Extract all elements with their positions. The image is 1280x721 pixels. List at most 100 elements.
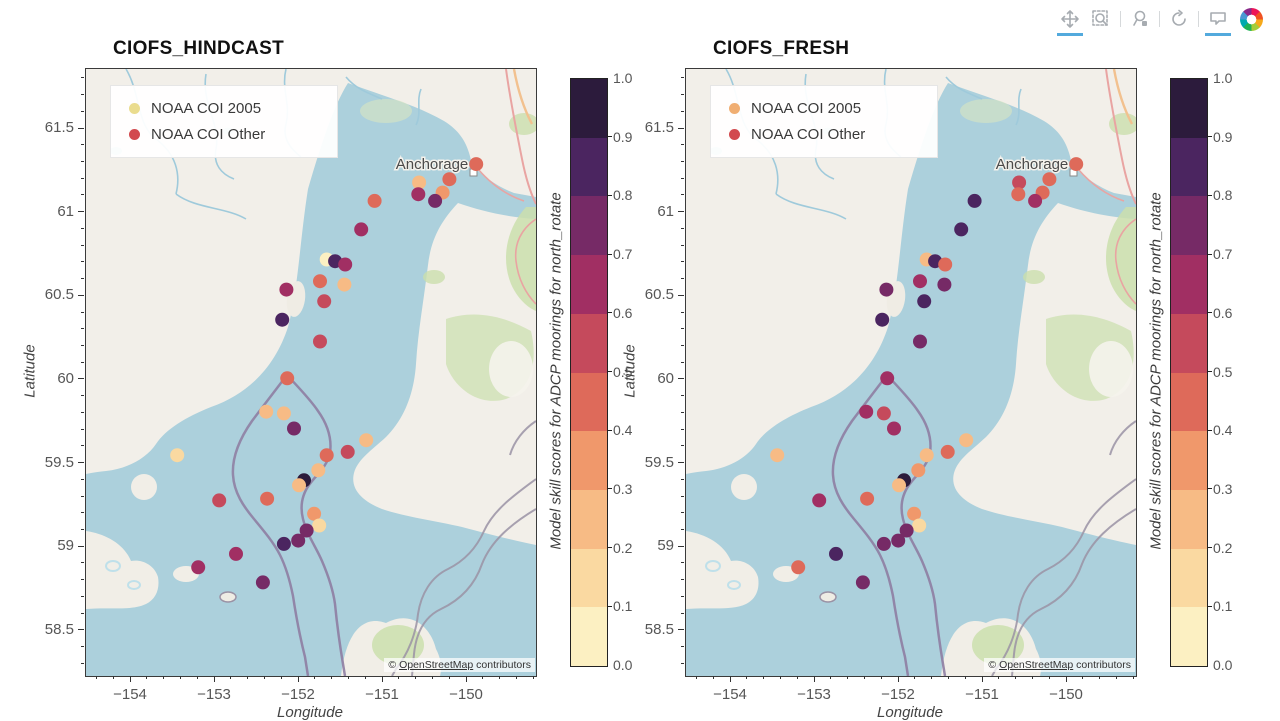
- mooring-point[interactable]: [442, 172, 457, 187]
- mooring-point[interactable]: [212, 493, 227, 508]
- mooring-point[interactable]: [319, 448, 334, 463]
- mooring-point[interactable]: [1042, 172, 1057, 187]
- colorbar-gradient: [570, 78, 608, 667]
- mooring-point[interactable]: [367, 193, 382, 208]
- mooring-point[interactable]: [812, 493, 827, 508]
- mooring-point[interactable]: [279, 282, 294, 297]
- legend-marker-2005-icon: [729, 102, 740, 114]
- save-pin-icon: [1133, 10, 1147, 26]
- mooring-point[interactable]: [940, 444, 955, 459]
- osm-link[interactable]: OpenStreetMap: [999, 659, 1074, 671]
- mooring-point[interactable]: [317, 294, 332, 309]
- mooring-point[interactable]: [859, 404, 874, 419]
- mooring-point[interactable]: [938, 257, 953, 272]
- basemap: Anchorage: [86, 69, 536, 676]
- box-zoom-tool-button[interactable]: [1089, 7, 1113, 31]
- mooring-point[interactable]: [855, 575, 870, 590]
- mooring-point[interactable]: [880, 371, 895, 386]
- mooring-point[interactable]: [899, 523, 914, 538]
- mooring-point[interactable]: [1011, 187, 1026, 202]
- toolbar-separator: [1159, 11, 1160, 27]
- mooring-point[interactable]: [907, 506, 922, 521]
- map-canvas[interactable]: Anchorage NOAA COI 2005 NOAA COI Other ©…: [685, 68, 1137, 677]
- mooring-point[interactable]: [312, 518, 327, 533]
- mooring-point[interactable]: [411, 187, 426, 202]
- mooring-point[interactable]: [875, 312, 890, 327]
- mooring-point[interactable]: [1012, 175, 1027, 190]
- mooring-point[interactable]: [276, 406, 291, 421]
- mooring-point[interactable]: [313, 334, 327, 349]
- mooring-point[interactable]: [259, 404, 274, 419]
- legend-marker-2005-icon: [129, 102, 140, 114]
- legend: NOAA COI 2005 NOAA COI Other: [110, 85, 338, 158]
- mooring-point[interactable]: [291, 533, 306, 548]
- plot-hindcast: CIOFS_HINDCAST Latitude Longitude Anchor…: [21, 38, 633, 721]
- mooring-point[interactable]: [876, 406, 891, 421]
- colorbar-gradient: [1170, 78, 1208, 667]
- mooring-point[interactable]: [887, 421, 901, 436]
- hover-icon: [1210, 12, 1226, 25]
- plot-title: CIOFS_FRESH: [713, 38, 850, 59]
- mooring-point[interactable]: [299, 523, 314, 538]
- attribution-suffix: contributors: [473, 659, 531, 671]
- mooring-point[interactable]: [229, 546, 243, 561]
- mooring-point[interactable]: [919, 448, 934, 463]
- mooring-point[interactable]: [829, 546, 843, 561]
- mooring-point[interactable]: [876, 536, 891, 551]
- mooring-point[interactable]: [191, 560, 206, 575]
- mooring-point[interactable]: [967, 193, 982, 208]
- mooring-point[interactable]: [287, 421, 301, 436]
- basemap: Anchorage: [686, 69, 1136, 676]
- mooring-point[interactable]: [275, 312, 290, 327]
- mooring-point[interactable]: [276, 536, 291, 551]
- mooring-point[interactable]: [860, 491, 875, 506]
- mooring-point[interactable]: [340, 444, 355, 459]
- mooring-point[interactable]: [170, 448, 185, 463]
- map-attribution: © OpenStreetMap contributors: [984, 658, 1135, 672]
- map-canvas[interactable]: Anchorage NOAA COI 2005 NOAA COI Other ©…: [85, 68, 537, 677]
- mooring-point[interactable]: [1028, 193, 1043, 208]
- hover-tool-button[interactable]: [1205, 7, 1231, 36]
- mooring-point[interactable]: [292, 478, 306, 493]
- mooring-point[interactable]: [770, 448, 785, 463]
- mooring-point[interactable]: [917, 294, 932, 309]
- legend-label: NOAA COI 2005: [751, 99, 862, 117]
- legend-item-2005: NOAA COI 2005: [723, 95, 925, 121]
- mooring-point[interactable]: [913, 334, 927, 349]
- attribution-prefix: ©: [388, 659, 400, 671]
- mooring-point[interactable]: [280, 371, 295, 386]
- mooring-point[interactable]: [412, 175, 427, 190]
- mooring-point[interactable]: [891, 533, 906, 548]
- bokeh-logo-icon[interactable]: [1240, 7, 1263, 31]
- mooring-point[interactable]: [1069, 157, 1084, 172]
- mooring-point[interactable]: [913, 274, 927, 289]
- mooring-point[interactable]: [313, 274, 327, 289]
- osm-link[interactable]: OpenStreetMap: [399, 659, 474, 671]
- reset-tool-button[interactable]: [1167, 7, 1191, 31]
- mooring-point[interactable]: [311, 463, 326, 478]
- toolbar-separator: [1198, 11, 1199, 27]
- mooring-point[interactable]: [338, 257, 353, 272]
- mooring-point[interactable]: [354, 222, 369, 237]
- mooring-point[interactable]: [959, 433, 974, 448]
- legend-label: NOAA COI 2005: [151, 99, 262, 117]
- pan-tool-button[interactable]: [1057, 7, 1083, 36]
- mooring-point[interactable]: [911, 463, 926, 478]
- mooring-point[interactable]: [912, 518, 927, 533]
- mooring-point[interactable]: [260, 491, 275, 506]
- mooring-point[interactable]: [469, 157, 484, 172]
- mooring-point[interactable]: [879, 282, 894, 297]
- mooring-point[interactable]: [428, 193, 443, 208]
- mooring-point[interactable]: [892, 478, 906, 493]
- mooring-point[interactable]: [954, 222, 969, 237]
- pan-icon: [1061, 10, 1079, 28]
- mooring-point[interactable]: [255, 575, 270, 590]
- mooring-point[interactable]: [937, 277, 952, 292]
- mooring-point[interactable]: [307, 506, 322, 521]
- mooring-point[interactable]: [359, 433, 374, 448]
- save-tool-button[interactable]: [1128, 7, 1152, 31]
- mooring-point[interactable]: [337, 277, 352, 292]
- legend-marker-other-icon: [729, 128, 740, 140]
- x-axis-label: Longitude: [877, 704, 943, 721]
- mooring-point[interactable]: [791, 560, 806, 575]
